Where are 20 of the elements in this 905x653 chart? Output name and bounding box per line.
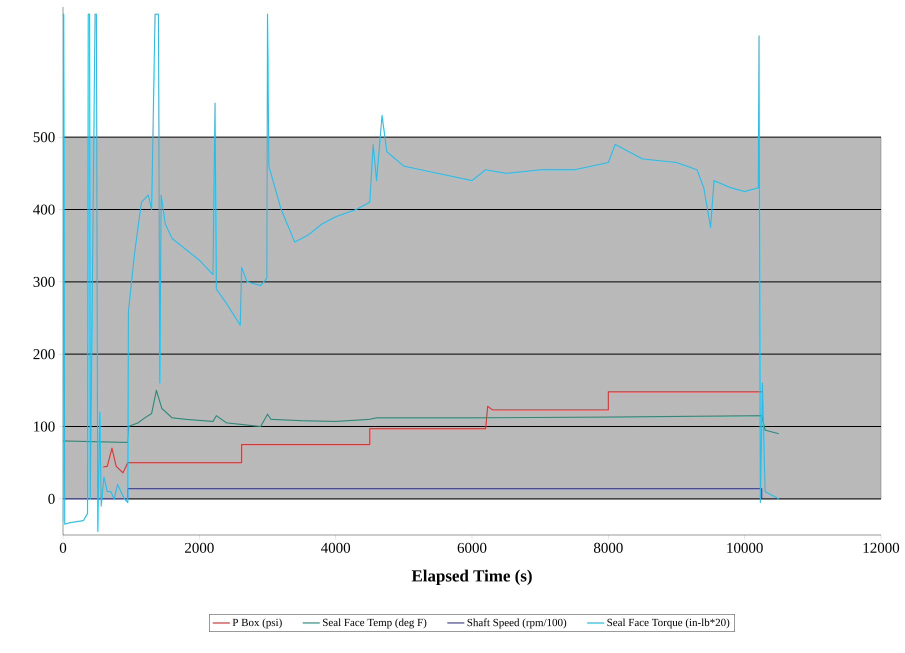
legend-label: P Box (psi): [232, 618, 282, 628]
y-tick-label: 100: [34, 421, 55, 432]
y-tick-label: 300: [34, 276, 55, 287]
x-tick-label: 10000: [727, 542, 763, 553]
line-series: [62, 14, 780, 532]
x-tick-label: 0: [60, 542, 66, 553]
legend-label: Seal Face Temp (deg F): [323, 618, 426, 628]
legend-label: Seal Face Torque (in-lb*20): [607, 618, 730, 628]
x-tick-label: 2000: [185, 542, 214, 553]
y-tick-label: 0: [48, 494, 55, 504]
y-tick-label: 400: [33, 204, 55, 215]
y-tick-label: 500: [34, 132, 55, 142]
line-series: [62, 390, 780, 443]
x-tick-label: 12000: [864, 542, 900, 553]
x-axis-title: Elapsed Time (s): [412, 570, 532, 586]
x-tick-label: 6000: [458, 542, 486, 553]
x-tick-label: 8000: [594, 542, 623, 553]
x-tick-label: 4000: [321, 542, 350, 553]
y-tick-label: 200: [33, 349, 55, 360]
legend-label: Shaft Speed (rpm/100): [468, 618, 566, 628]
